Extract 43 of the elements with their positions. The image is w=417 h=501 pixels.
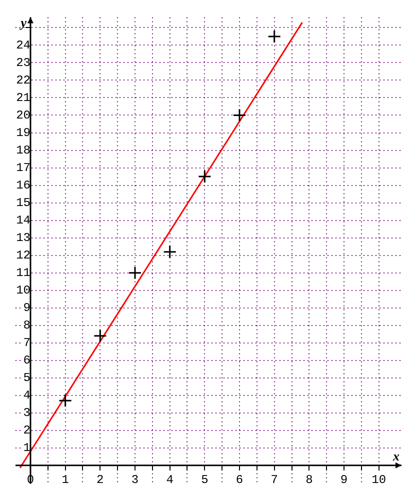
y-tick-label: 10: [16, 284, 30, 298]
y-tick-label: 14: [16, 213, 30, 228]
x-tick-label: 6: [236, 472, 244, 487]
y-tick-label: 7: [23, 336, 30, 350]
y-tick-label: 3: [23, 406, 30, 420]
y-tick-label: 20: [16, 108, 30, 122]
x-tick-label: 5: [201, 472, 208, 487]
y-tick-label: 11: [16, 266, 30, 280]
x-tick-label: 9: [340, 472, 348, 487]
y-tick-label: 6: [23, 354, 30, 368]
y-tick-label: 22: [16, 73, 30, 88]
point: [198, 170, 212, 184]
y-tick-label: 18: [16, 143, 30, 158]
x-tick-label: 1: [62, 472, 69, 487]
point: [93, 329, 107, 343]
y-tick-label: 1: [23, 441, 30, 456]
y-tick-label: 9: [23, 301, 30, 316]
x-tick-label: 2: [96, 472, 104, 487]
x-tick-label: 8: [306, 472, 313, 487]
x-tick-label: 3: [131, 472, 139, 487]
point: [163, 245, 177, 259]
point: [268, 30, 282, 44]
y-axis-title: y: [18, 15, 27, 30]
y-tick-label: 21: [16, 90, 30, 105]
y-tick-label: 23: [16, 56, 30, 70]
x-axis-title: x: [392, 448, 400, 464]
y-tick-label: 12: [16, 248, 30, 262]
y-tick-label: 2: [23, 424, 30, 438]
y-tick-label: 16: [16, 178, 30, 192]
x-tick-label: 7: [270, 472, 278, 487]
x-tick-label: 4: [166, 472, 174, 487]
y-tick-label: 8: [23, 318, 30, 333]
point: [58, 394, 72, 408]
y-tick-label: 17: [16, 160, 30, 175]
point: [232, 108, 246, 122]
y-tick-label: 13: [16, 230, 30, 245]
point: [128, 266, 142, 280]
y-tick-label: 4: [23, 388, 30, 403]
y-tick-label: 19: [16, 126, 30, 140]
y-tick-label: 15: [16, 196, 30, 210]
y-tick-label: 5: [23, 371, 30, 386]
x-tick-label: 10: [372, 472, 386, 487]
y-tick-label: 24: [16, 38, 30, 52]
